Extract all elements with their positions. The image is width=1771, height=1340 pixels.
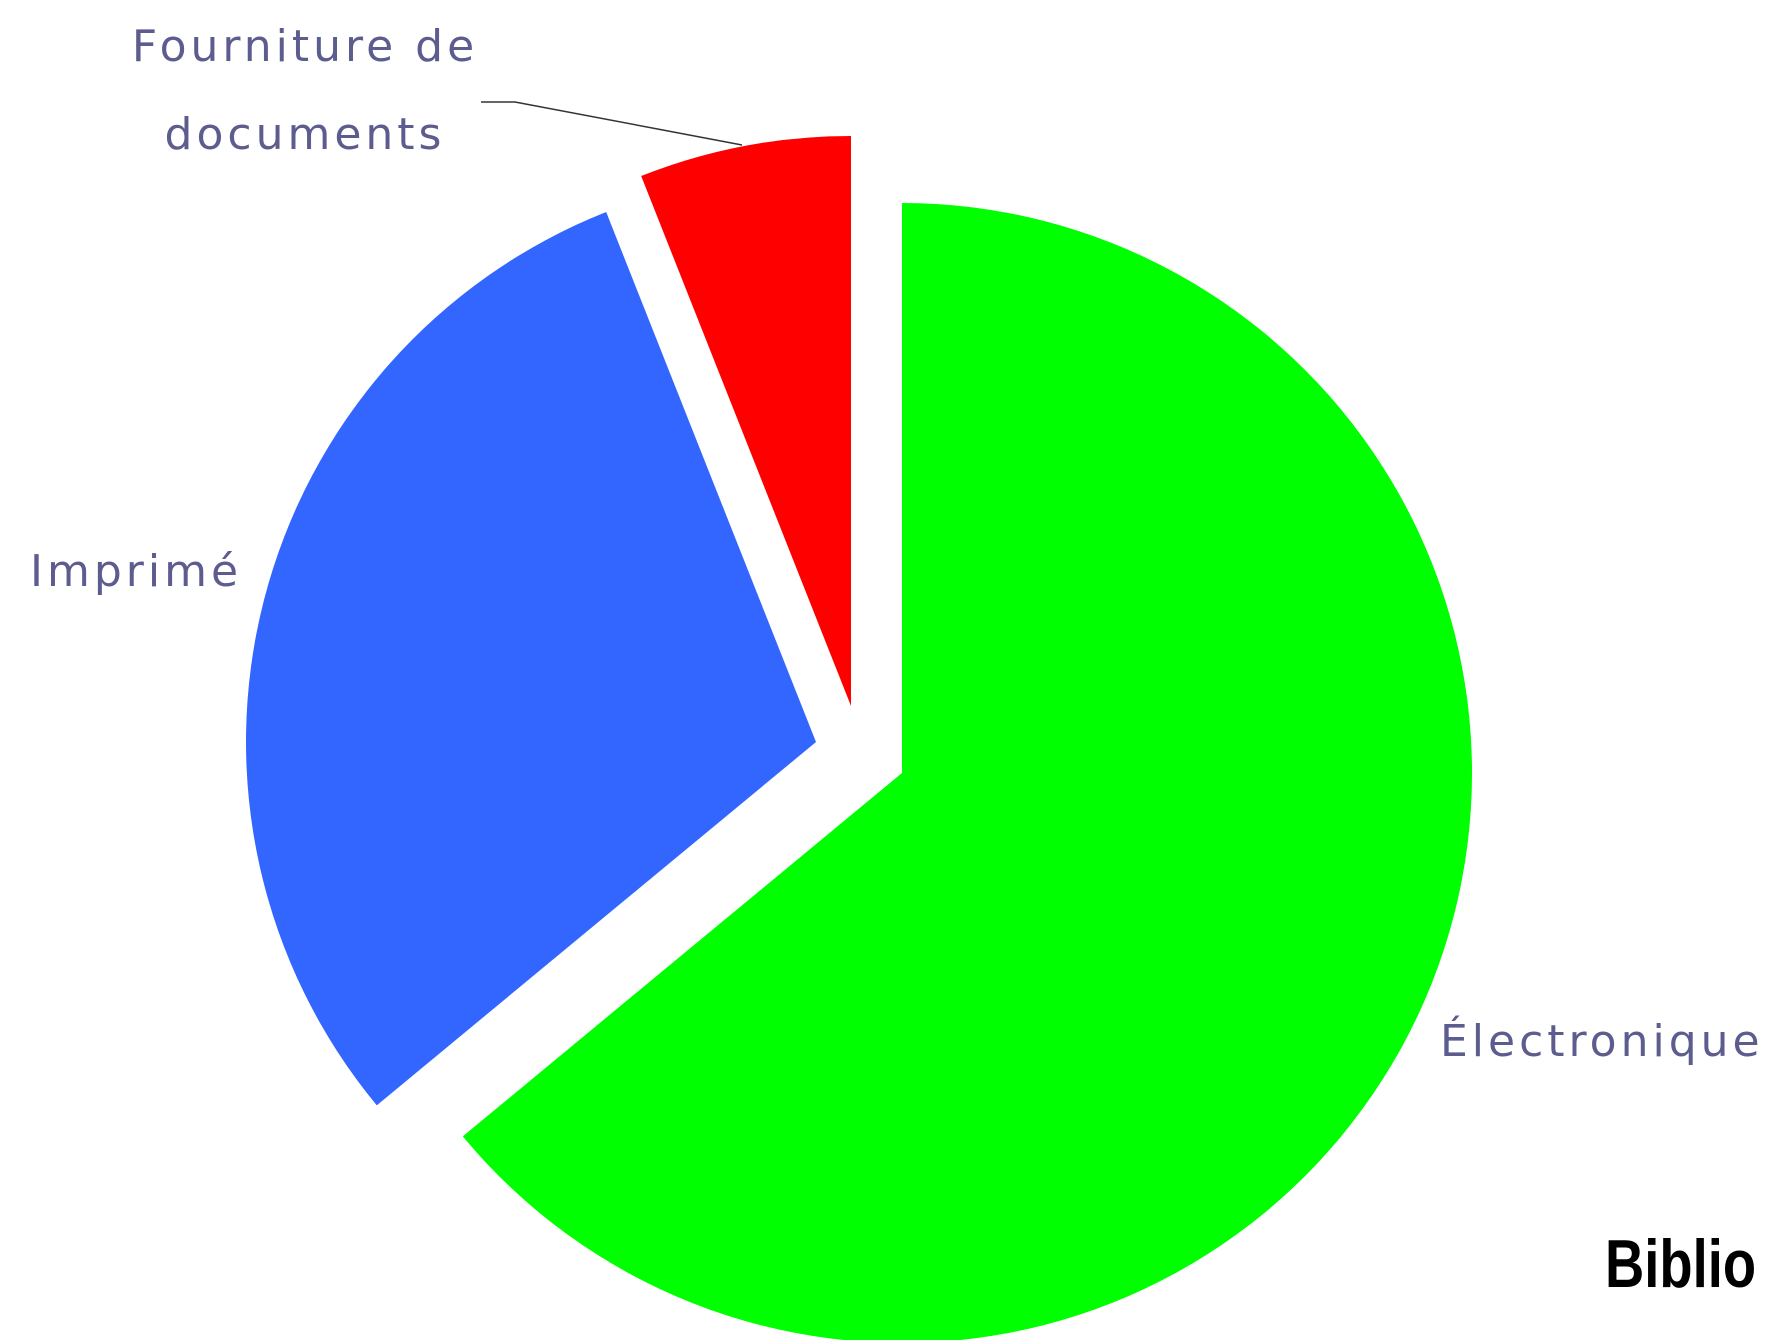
slice-label: Imprimé [30, 546, 243, 597]
logo: Biblio [1605, 1226, 1757, 1302]
slice-label: Électronique [1440, 1016, 1764, 1067]
slice-label: Fourniture de documents [131, 21, 479, 160]
pie-slice [462, 203, 1472, 1340]
leader-line [481, 101, 743, 146]
pie-slice [246, 212, 817, 1106]
pie-slice [641, 136, 851, 706]
